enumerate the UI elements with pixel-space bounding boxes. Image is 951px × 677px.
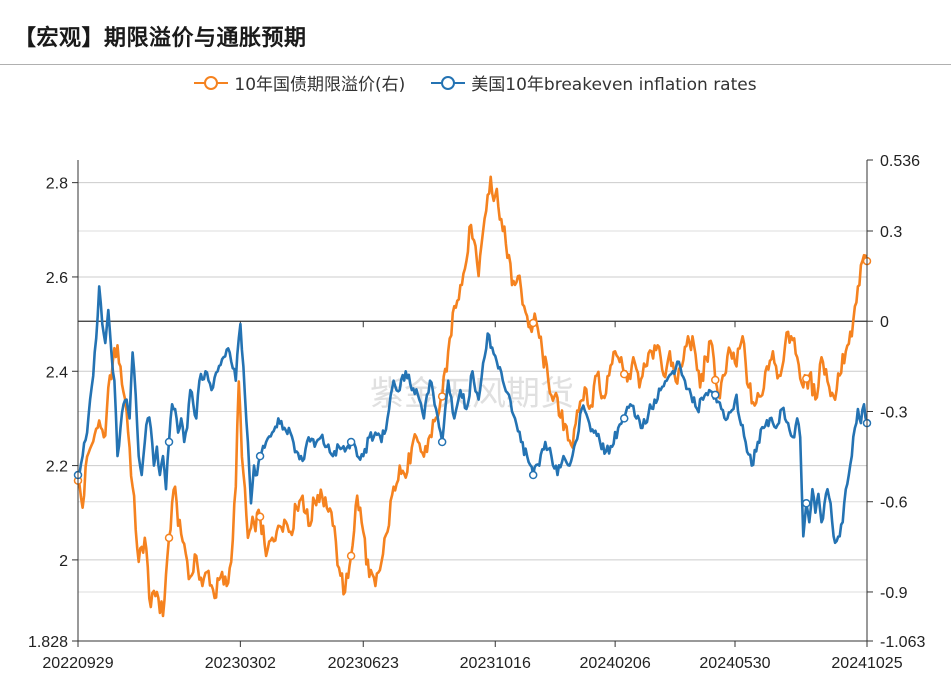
- right-tick-label: 0.3: [880, 224, 902, 241]
- left-tick-label: 2.2: [46, 459, 68, 476]
- left-tick-label: 2: [59, 553, 68, 570]
- legend-swatch-blue: [431, 75, 466, 90]
- series-line-term-premium: [76, 175, 869, 618]
- series-marker: [164, 533, 174, 543]
- left-tick-label: 2.4: [46, 364, 68, 381]
- right-tick-label: 0: [880, 314, 889, 331]
- series-marker: [346, 437, 356, 447]
- left-tick-label: 2.6: [46, 270, 68, 287]
- x-tick-label: 20231016: [460, 655, 531, 672]
- legend-item-breakeven[interactable]: 美国10年breakeven inflation rates: [431, 70, 757, 95]
- right-tick-label: 0.536: [880, 153, 920, 170]
- left-tick-label: 1.828: [28, 634, 68, 651]
- right-tick-label: -0.9: [880, 585, 908, 602]
- series-layer: [73, 175, 872, 618]
- series-marker: [711, 375, 720, 385]
- x-tick-label: 20240530: [699, 655, 770, 672]
- series-marker: [619, 414, 629, 423]
- axis-layer: 1.828 2 2.2 2.4 2.6 2.8 -1.063 -0.9 -0.6 -0.3 0 0.3…: [28, 153, 926, 672]
- left-tick-label: 2.8: [46, 176, 68, 193]
- x-tick-label: 20230302: [205, 655, 276, 672]
- series-marker: [802, 374, 811, 383]
- right-tick-label: -0.3: [880, 404, 908, 421]
- series-marker: [619, 369, 629, 379]
- series-marker: [711, 390, 720, 400]
- series-marker: [164, 437, 174, 447]
- series-marker: [802, 499, 811, 508]
- series-line-breakeven: [77, 285, 869, 545]
- legend-swatch-orange: [194, 75, 229, 90]
- series-marker: [437, 437, 447, 447]
- x-tick-label: 20230623: [328, 655, 399, 672]
- series-marker: [528, 470, 538, 480]
- legend-label-breakeven: 美国10年breakeven inflation rates: [471, 75, 757, 95]
- series-marker: [255, 512, 265, 522]
- series-marker: [255, 451, 265, 461]
- series-marker: [528, 318, 538, 328]
- legend-label-term-premium: 10年国债期限溢价(右): [234, 75, 406, 95]
- right-tick-label: -0.6: [880, 495, 908, 512]
- x-tick-label: 20220929: [42, 655, 113, 672]
- legend-item-term-premium[interactable]: 10年国债期限溢价(右): [194, 70, 405, 95]
- title-divider: [0, 64, 951, 65]
- x-tick-label: 20240206: [580, 655, 651, 672]
- right-tick-label: -1.063: [880, 634, 925, 651]
- series-marker: [437, 392, 447, 401]
- page-title: 【宏观】期限溢价与通胀预期: [14, 26, 307, 51]
- legend: 10年国债期限溢价(右) 美国10年breakeven inflation ra…: [0, 70, 951, 95]
- series-marker: [346, 551, 356, 561]
- x-tick-label: 20241025: [831, 655, 902, 672]
